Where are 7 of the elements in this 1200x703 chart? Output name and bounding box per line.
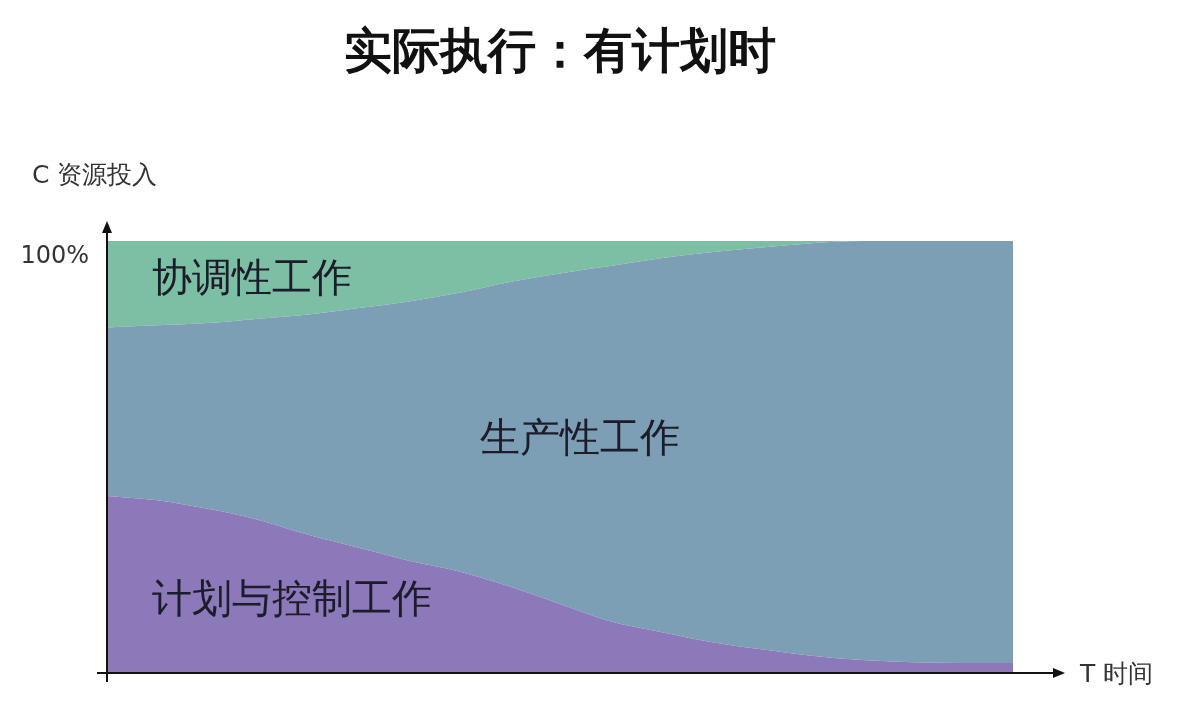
x-axis-title: T 时间 (1079, 658, 1154, 688)
series-label: 生产性工作 (480, 414, 680, 460)
text: 100% (20, 241, 89, 270)
chart-title: 实际执行：有计划时 (344, 22, 776, 79)
series-label: 计划与控制工作 (152, 574, 432, 621)
y-axis-title: C 资源投入 (32, 159, 158, 189)
series-label: 协调性工作 (152, 253, 352, 300)
